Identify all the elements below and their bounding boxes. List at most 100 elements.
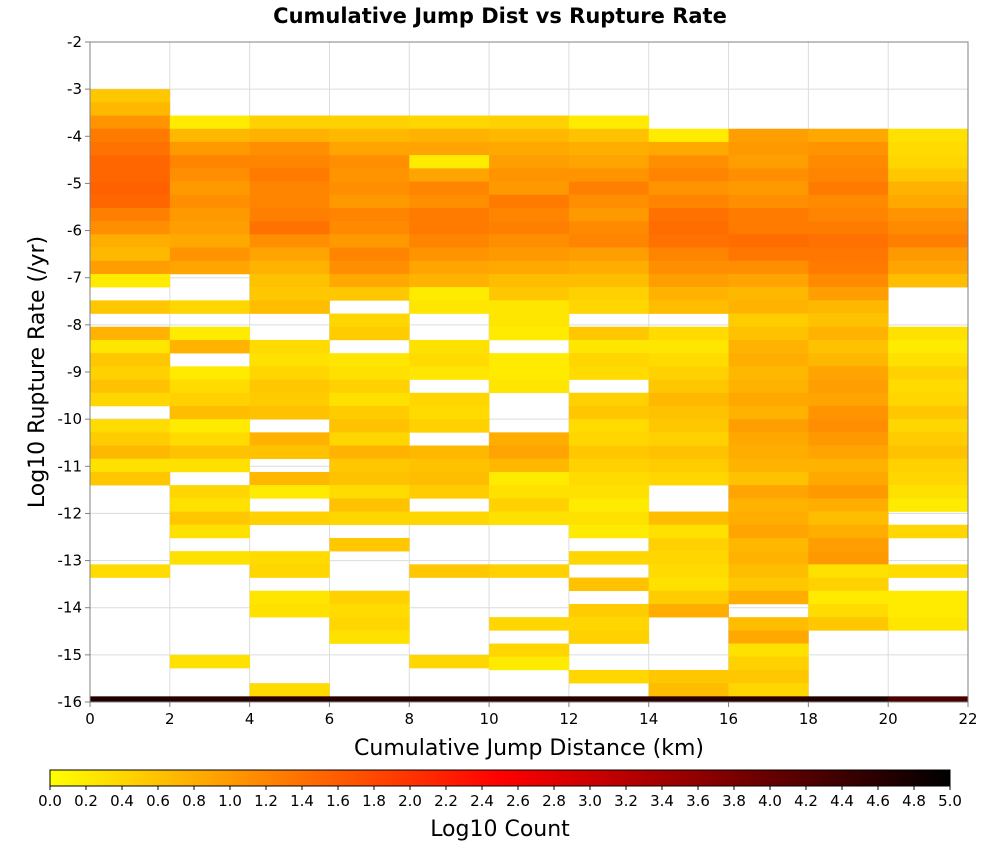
heatmap-cell bbox=[409, 511, 490, 526]
colorbar-tick-label: 1.0 bbox=[218, 792, 242, 810]
heatmap-cell bbox=[648, 326, 729, 341]
heatmap-cell bbox=[808, 181, 889, 196]
heatmap-cell bbox=[888, 168, 969, 182]
heatmap-cell bbox=[648, 537, 729, 552]
heatmap-cell bbox=[648, 339, 729, 354]
x-tick-label: 6 bbox=[325, 710, 335, 728]
heatmap-cell bbox=[90, 194, 171, 209]
heatmap-cell bbox=[728, 432, 809, 446]
heatmap-cell bbox=[329, 353, 410, 367]
heatmap-cell bbox=[728, 485, 809, 499]
heatmap-cell bbox=[249, 181, 330, 196]
heatmap-cell bbox=[808, 537, 889, 552]
heatmap-cell bbox=[489, 300, 570, 314]
heatmap-cell bbox=[728, 669, 809, 684]
heatmap-cell bbox=[489, 432, 570, 446]
heatmap-cell bbox=[329, 405, 410, 420]
heatmap-cell bbox=[568, 485, 650, 499]
heatmap-cell bbox=[169, 498, 250, 512]
heatmap-cell bbox=[249, 683, 330, 697]
heatmap-cell bbox=[169, 115, 250, 130]
y-tick-label: -2 bbox=[67, 33, 82, 51]
heatmap-cell bbox=[409, 155, 490, 169]
colorbar-tick-label: 2.0 bbox=[398, 792, 422, 810]
colorbar bbox=[49, 769, 951, 787]
heatmap-cell bbox=[568, 498, 650, 512]
heatmap-cell bbox=[90, 696, 171, 703]
heatmap-cell bbox=[728, 339, 809, 354]
heatmap-cell bbox=[169, 141, 250, 156]
heatmap-cell bbox=[409, 260, 490, 275]
heatmap-cell bbox=[169, 300, 250, 314]
heatmap-cell bbox=[249, 260, 330, 275]
heatmap-cell bbox=[489, 511, 570, 526]
y-tick-label: -12 bbox=[58, 504, 83, 522]
heatmap-cell bbox=[169, 445, 250, 460]
heatmap-cell bbox=[249, 405, 330, 420]
heatmap-cell bbox=[888, 617, 969, 631]
heatmap-cell bbox=[728, 498, 809, 512]
heatmap-cell bbox=[888, 155, 969, 169]
heatmap-cell bbox=[808, 128, 889, 143]
heatmap-cell bbox=[169, 155, 250, 169]
heatmap-cell bbox=[329, 432, 410, 446]
heatmap-cell bbox=[648, 511, 729, 526]
heatmap-cell bbox=[888, 603, 969, 618]
colorbar-tick-label: 3.2 bbox=[614, 792, 638, 810]
heatmap-cell bbox=[489, 273, 570, 288]
heatmap-cell bbox=[249, 339, 330, 354]
heatmap-cell bbox=[808, 141, 889, 156]
heatmap-cell bbox=[409, 392, 490, 407]
heatmap-cell bbox=[888, 273, 969, 288]
heatmap-cell bbox=[329, 458, 410, 473]
heatmap-cell bbox=[169, 458, 250, 473]
heatmap-cell bbox=[489, 207, 570, 222]
heatmap-cell bbox=[648, 590, 729, 605]
heatmap-cell bbox=[489, 564, 570, 578]
heatmap-cell bbox=[169, 339, 250, 354]
heatmap-cell bbox=[249, 379, 330, 394]
heatmap-cell bbox=[888, 181, 969, 196]
heatmap-cell bbox=[568, 247, 650, 262]
heatmap-cell bbox=[728, 445, 809, 460]
heatmap-cell bbox=[728, 247, 809, 262]
heatmap-cell bbox=[169, 128, 250, 143]
heatmap-cell bbox=[568, 155, 650, 169]
heatmap-cell bbox=[888, 128, 969, 143]
heatmap-cell bbox=[489, 194, 570, 209]
heatmap-cell bbox=[728, 168, 809, 182]
colorbar-tick-label: 0.2 bbox=[74, 792, 98, 810]
heatmap-cell bbox=[568, 339, 650, 354]
y-axis-label: Log10 Rupture Rate (/yr) bbox=[25, 236, 50, 508]
heatmap-cell bbox=[329, 155, 410, 169]
heatmap-cell bbox=[888, 564, 969, 578]
heatmap-cell bbox=[808, 300, 889, 314]
heatmap-cell bbox=[489, 379, 570, 394]
heatmap-cell bbox=[888, 696, 969, 703]
heatmap-cell bbox=[728, 287, 809, 301]
heatmap-cell bbox=[648, 551, 729, 565]
heatmap-cell bbox=[568, 128, 650, 143]
colorbar-tick-label: 2.8 bbox=[542, 792, 566, 810]
heatmap-cell bbox=[808, 617, 889, 631]
heatmap-cell bbox=[329, 234, 410, 248]
y-tick-label: -11 bbox=[58, 457, 83, 475]
heatmap-cell bbox=[329, 537, 410, 552]
heatmap-cell bbox=[648, 471, 729, 486]
heatmap-cell bbox=[329, 115, 410, 130]
colorbar-tick-label: 0.8 bbox=[182, 792, 206, 810]
heatmap-cell bbox=[808, 379, 889, 394]
x-axis-ticks: 0 2 4 6 8 10 12 14 16 18 20 22 bbox=[85, 702, 978, 728]
heatmap-cell bbox=[409, 485, 490, 499]
heatmap-cell bbox=[808, 524, 889, 539]
heatmap-cell bbox=[728, 194, 809, 209]
heatmap-cell bbox=[489, 656, 570, 671]
heatmap-cell bbox=[90, 221, 171, 235]
heatmap-cell bbox=[648, 392, 729, 407]
heatmap-cell bbox=[249, 392, 330, 407]
heatmap-cell bbox=[728, 234, 809, 248]
heatmap-cell bbox=[409, 458, 490, 473]
colorbar-tick-label: 3.4 bbox=[650, 792, 674, 810]
heatmap-cell bbox=[568, 300, 650, 314]
heatmap-cell bbox=[249, 207, 330, 222]
